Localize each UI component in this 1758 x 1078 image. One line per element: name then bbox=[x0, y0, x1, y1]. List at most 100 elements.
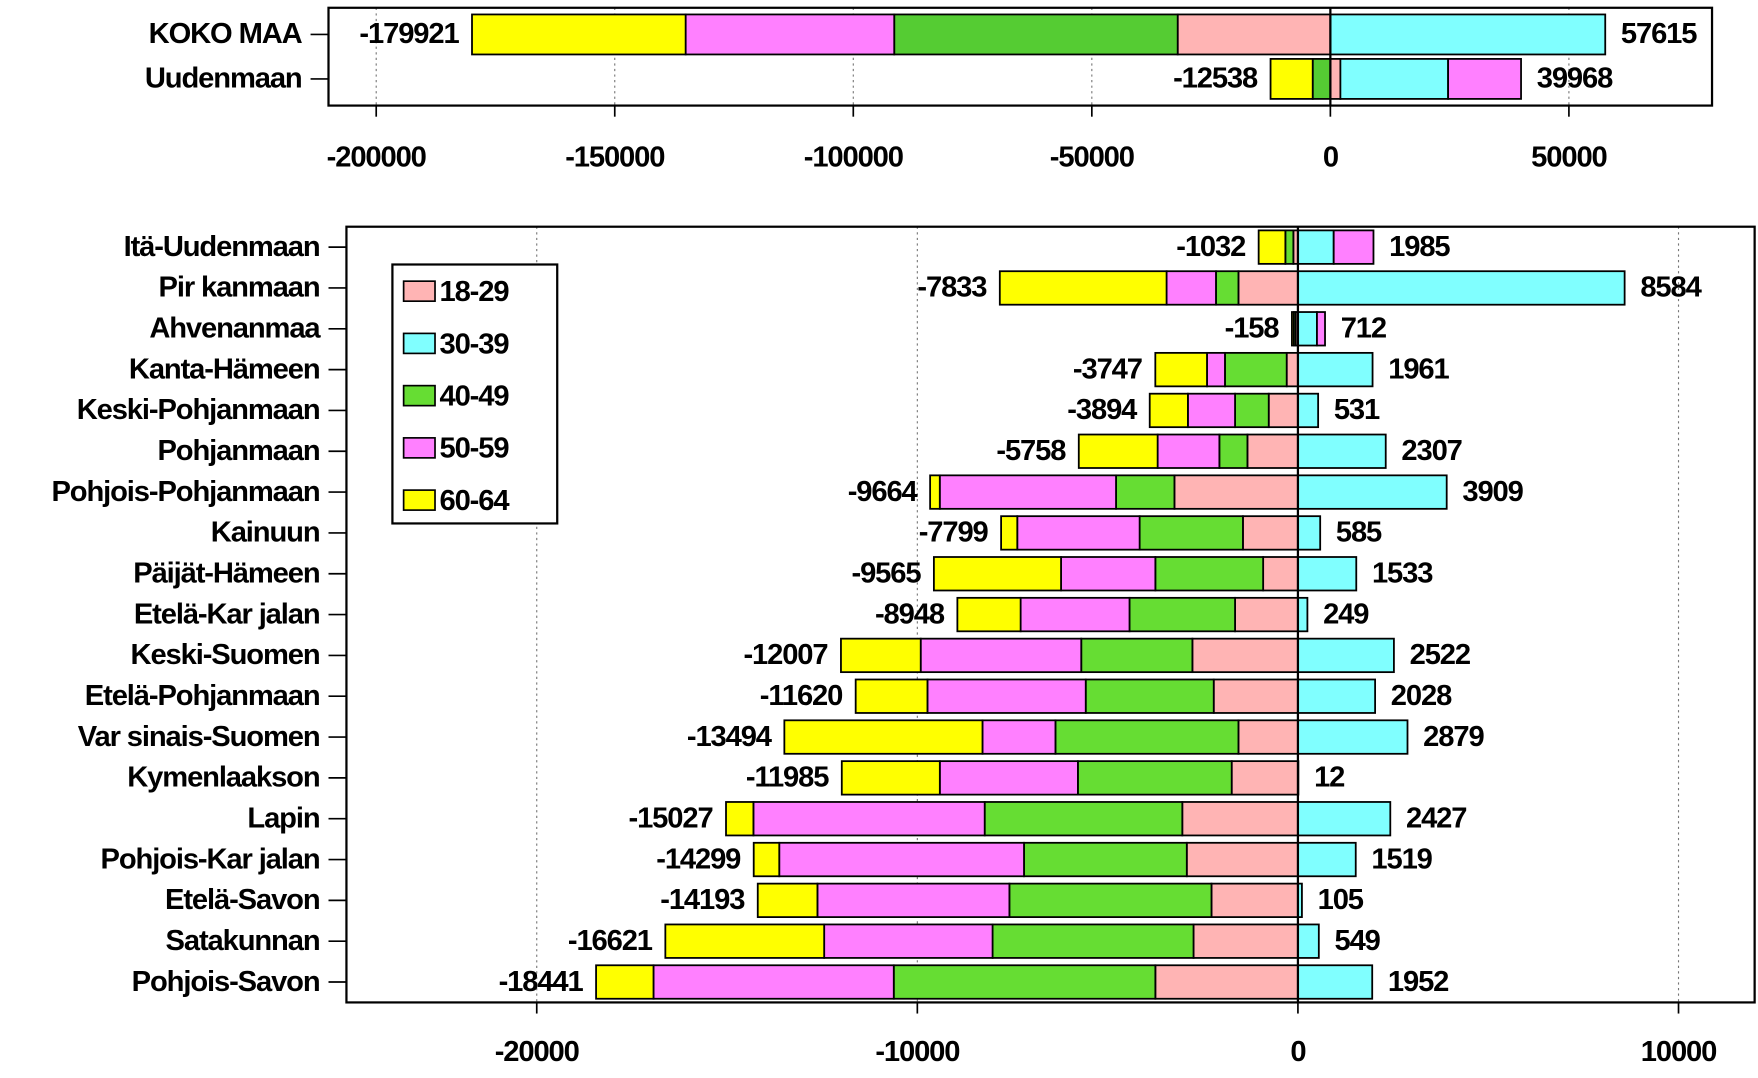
bar-segment bbox=[1128, 596, 1236, 633]
y-tick-label: Pir kanmaan bbox=[159, 272, 320, 304]
bar-segment bbox=[938, 474, 1117, 510]
bar-segment bbox=[1262, 556, 1299, 592]
bar-segment bbox=[1297, 311, 1318, 347]
x-tick-label: 0 bbox=[1323, 142, 1338, 174]
value-label: 57615 bbox=[1621, 18, 1697, 50]
bar-segment bbox=[1206, 351, 1226, 388]
bar-segment bbox=[840, 637, 922, 674]
bar-segment bbox=[1215, 270, 1240, 306]
bar-segment bbox=[926, 678, 1087, 714]
y-tick-label: Etelä-Pohjanmaan bbox=[85, 680, 320, 712]
legend-label: 50-59 bbox=[440, 433, 510, 465]
value-label: -11985 bbox=[746, 762, 829, 794]
y-tick-label: Kainuun bbox=[211, 517, 320, 549]
bar-segment bbox=[1084, 678, 1215, 714]
x-tick-label: -200000 bbox=[327, 142, 426, 174]
bar-segment bbox=[1077, 433, 1159, 469]
bar-segment bbox=[1060, 556, 1157, 592]
bar-segment bbox=[684, 13, 896, 56]
y-tick-label: Pohjois-Pohjanmaan bbox=[51, 476, 319, 508]
legend-swatch bbox=[402, 437, 436, 459]
value-label: -14299 bbox=[656, 843, 741, 875]
bar-segment bbox=[1176, 13, 1332, 56]
bar-segment bbox=[1154, 351, 1208, 388]
bar-segment bbox=[932, 556, 1062, 592]
bar-segment bbox=[783, 719, 984, 755]
value-label: 2879 bbox=[1423, 721, 1484, 753]
y-tick-label: Itä-Uudenmaan bbox=[124, 231, 320, 263]
bar-segment bbox=[652, 964, 895, 1000]
bar-segment bbox=[471, 13, 687, 56]
y-tick-label: Kymenlaakson bbox=[127, 762, 319, 794]
value-label: -12538 bbox=[1173, 63, 1258, 95]
value-label: -9664 bbox=[848, 476, 918, 508]
bar-segment bbox=[1316, 311, 1326, 347]
bar-segment bbox=[1212, 678, 1299, 714]
x-tick-label: -10000 bbox=[875, 1036, 959, 1068]
value-label: 1952 bbox=[1388, 966, 1448, 998]
y-tick-label: Keski-Pohjanmaan bbox=[77, 394, 320, 426]
legend-label: 60-64 bbox=[440, 485, 510, 517]
value-label: 1985 bbox=[1389, 231, 1450, 263]
value-label: -11620 bbox=[760, 680, 842, 712]
bar-segment bbox=[1019, 596, 1131, 633]
bar-segment bbox=[1023, 841, 1188, 878]
bar-segment bbox=[595, 964, 655, 1000]
legend-label: 18-29 bbox=[440, 276, 510, 308]
value-label: 531 bbox=[1334, 394, 1380, 426]
bar-segment bbox=[1297, 515, 1322, 551]
y-tick-label: Etelä-Savon bbox=[165, 884, 319, 916]
bar-segment bbox=[1297, 841, 1357, 878]
value-label: 585 bbox=[1336, 517, 1382, 549]
bar-segment bbox=[1297, 556, 1358, 592]
x-tick-label: 50000 bbox=[1531, 142, 1606, 174]
y-tick-label: Kanta-Hämeen bbox=[129, 353, 320, 385]
x-tick-label: 10000 bbox=[1641, 1036, 1716, 1068]
bar-segment bbox=[1165, 270, 1217, 306]
bar-segment bbox=[1297, 433, 1387, 469]
bar-segment bbox=[1297, 637, 1395, 674]
bar-segment bbox=[1154, 964, 1299, 1000]
bar-segment bbox=[991, 923, 1195, 959]
bar-segment bbox=[893, 13, 1179, 56]
bar-segment bbox=[998, 270, 1168, 306]
value-label: 549 bbox=[1335, 925, 1381, 957]
y-tick-label: KOKO MAA bbox=[149, 18, 303, 50]
value-label: -15027 bbox=[629, 803, 713, 835]
value-label: -16621 bbox=[568, 925, 653, 957]
bar-segment bbox=[1297, 596, 1309, 633]
bar-segment bbox=[1332, 229, 1375, 265]
bar-segment bbox=[1154, 556, 1265, 592]
x-tick-label: -20000 bbox=[495, 1036, 579, 1068]
bar-segment bbox=[956, 596, 1022, 633]
bar-segment bbox=[752, 841, 781, 878]
value-label: -3894 bbox=[1067, 394, 1137, 426]
bar-segment bbox=[1297, 351, 1374, 388]
y-tick-label: Keski-Suomen bbox=[131, 639, 320, 671]
bar-segment bbox=[981, 719, 1057, 755]
value-label: 2307 bbox=[1401, 435, 1461, 467]
value-label: 105 bbox=[1318, 884, 1364, 916]
bar-segment bbox=[778, 841, 1025, 878]
bar-segment bbox=[1192, 923, 1299, 959]
bar-segment bbox=[1329, 58, 1342, 100]
bar-segment bbox=[1284, 229, 1295, 265]
legend-swatch bbox=[402, 280, 436, 303]
bar-segment bbox=[1269, 58, 1314, 100]
bar-segment bbox=[1447, 58, 1522, 100]
bar-segment bbox=[1054, 719, 1240, 755]
value-label: 8584 bbox=[1640, 272, 1701, 304]
bar-segment bbox=[1016, 515, 1141, 551]
value-label: -158 bbox=[1225, 313, 1280, 345]
bar-segment bbox=[1297, 270, 1626, 306]
value-label: -9565 bbox=[851, 558, 921, 590]
bar-segment bbox=[1297, 964, 1374, 1000]
bar-segment bbox=[1115, 474, 1176, 510]
value-label: -5758 bbox=[996, 435, 1066, 467]
value-label: 39968 bbox=[1537, 63, 1613, 95]
bar-segment bbox=[1267, 392, 1299, 429]
plot-frame bbox=[345, 225, 1756, 1004]
bar-segment bbox=[854, 678, 929, 714]
bar-segment bbox=[1297, 474, 1448, 510]
bar-segment bbox=[1257, 229, 1287, 265]
